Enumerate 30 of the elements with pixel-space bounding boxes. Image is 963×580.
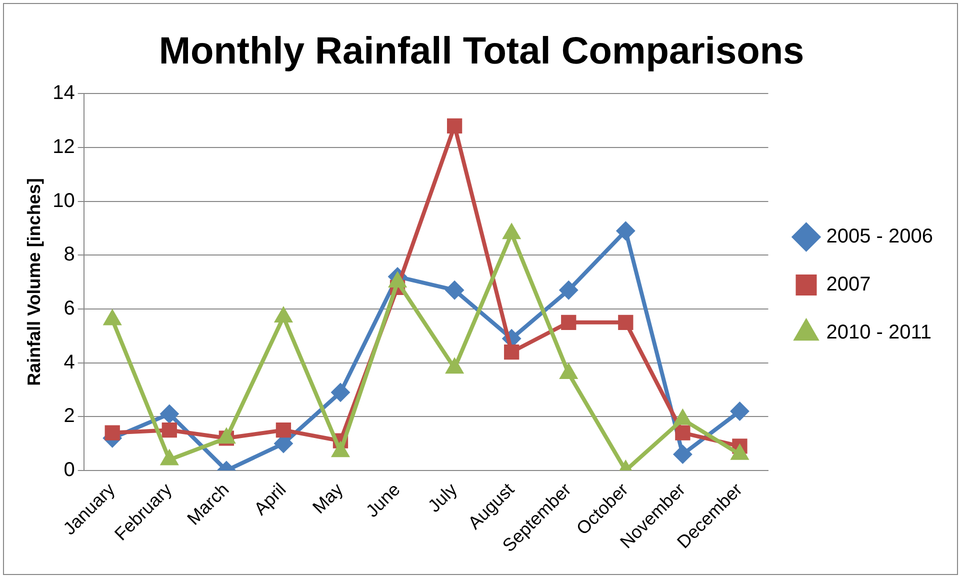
y-tick-label: 4 <box>64 351 75 374</box>
point <box>616 221 636 240</box>
point <box>446 118 462 134</box>
y-tick-label: 0 <box>64 458 75 481</box>
point <box>504 344 520 360</box>
x-tick-label: May <box>308 479 347 518</box>
point <box>160 404 179 424</box>
y-tick-label: 6 <box>64 297 75 320</box>
x-tick-label: July <box>424 479 461 516</box>
point <box>673 444 692 464</box>
point <box>730 402 750 421</box>
point <box>618 314 634 330</box>
legend-label: 2005 - 2006 <box>826 226 934 248</box>
legend-label: 2010 - 2011 <box>826 322 932 344</box>
point <box>276 422 292 438</box>
point <box>445 280 464 300</box>
point <box>559 280 578 300</box>
point <box>162 422 177 438</box>
y-tick-label: 12 <box>52 136 75 158</box>
y-axis-title: Rainfall Volume [inches] <box>24 178 44 386</box>
y-tick-label: 10 <box>52 190 75 212</box>
chart-title: Monthly Rainfall Total Comparisons <box>158 30 804 72</box>
point <box>330 382 350 402</box>
y-tick-label: 2 <box>64 405 75 428</box>
point <box>104 425 120 440</box>
point <box>561 314 576 330</box>
point <box>675 425 690 440</box>
y-tick-label: 14 <box>52 82 75 104</box>
legend-label: 2007 <box>826 274 871 296</box>
y-tick-label: 8 <box>64 244 75 266</box>
